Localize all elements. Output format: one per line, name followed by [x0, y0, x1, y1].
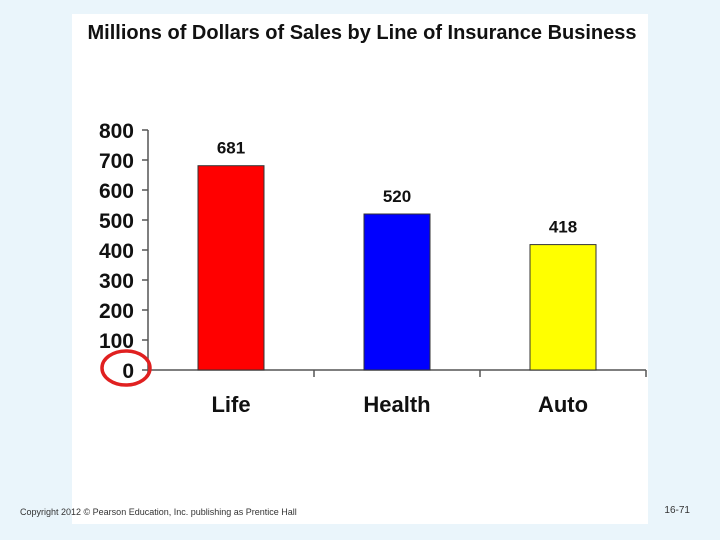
- data-label-auto: 418: [549, 218, 577, 237]
- chart-layer: 0 100 200 300 400 500 600 700 800 681 Life 520 Healt…: [99, 120, 647, 417]
- y-tick-label-800: 800: [99, 120, 134, 143]
- y-tick-label-300: 300: [99, 270, 134, 293]
- zero-highlight-circle: [100, 349, 152, 387]
- y-tick-label-100: 100: [99, 330, 134, 353]
- y-tick-label-500: 500: [99, 210, 134, 233]
- category-label-auto: Auto: [538, 392, 588, 417]
- category-label-life: Life: [211, 392, 250, 417]
- data-label-health: 520: [383, 187, 411, 206]
- y-tick-label-200: 200: [99, 300, 134, 323]
- y-tick-label-600: 600: [99, 180, 134, 203]
- page-number: 16-71: [664, 505, 690, 516]
- chart-title: Millions of Dollars of Sales by Line of …: [87, 22, 637, 44]
- y-tick-label-700: 700: [99, 150, 134, 173]
- y-tick-label-400: 400: [99, 240, 134, 263]
- bar-life: [197, 165, 265, 371]
- bar-auto: [529, 244, 597, 371]
- copyright-text: Copyright 2012 © Pearson Education, Inc.…: [20, 507, 297, 517]
- y-tick-label-0: 0: [122, 360, 134, 383]
- bar-health: [363, 213, 431, 371]
- category-label-health: Health: [363, 392, 430, 417]
- data-label-life: 681: [217, 139, 245, 158]
